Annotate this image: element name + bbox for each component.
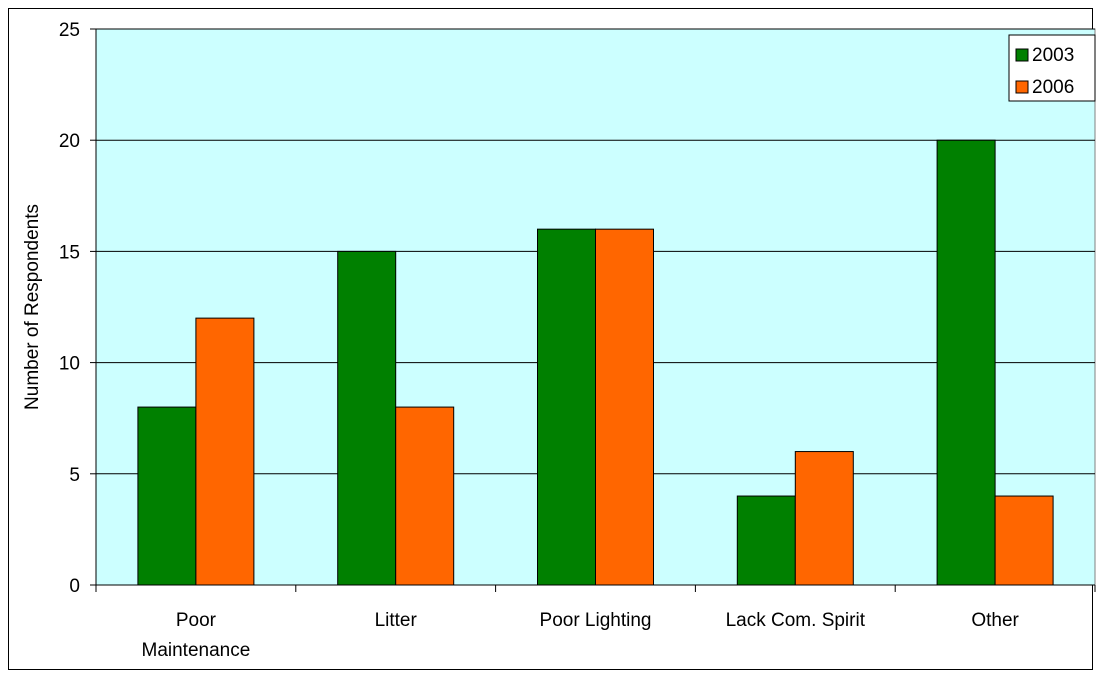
bar-2006-0 — [195, 317, 255, 586]
x-tick-label: Litter — [375, 610, 418, 631]
axes — [90, 28, 1096, 592]
bar-2006-1 — [395, 406, 455, 586]
y-tick-label: 15 — [59, 242, 80, 263]
y-tick-label: 25 — [59, 20, 80, 41]
y-tick-labels: 0 5 10 15 20 25 — [59, 20, 80, 597]
bars — [137, 139, 1054, 586]
y-tick-label: 0 — [69, 576, 80, 597]
legend-label-2006: 2006 — [1032, 77, 1074, 98]
bar-2006-3 — [794, 451, 854, 586]
legend-swatch-2006 — [1015, 80, 1029, 94]
x-tick-label: Lack Com. Spirit — [726, 610, 866, 631]
y-tick-label: 5 — [69, 465, 80, 486]
bar-2006-2 — [595, 228, 654, 586]
bar-2003-2 — [537, 228, 596, 586]
bar-2003-0 — [137, 406, 197, 586]
bar-2006-4 — [994, 495, 1054, 586]
legend-label-2003: 2003 — [1032, 45, 1074, 66]
bar-2003-4 — [936, 139, 996, 586]
legend: 2003 2006 — [1008, 34, 1096, 102]
bar-2003-3 — [736, 495, 796, 586]
x-tick-labels: Poor Maintenance Litter Poor Lighting Lack C… — [142, 610, 1020, 661]
x-tick-label: Other — [971, 610, 1019, 631]
bar-2003-1 — [337, 250, 397, 586]
legend-swatch-2003 — [1015, 48, 1029, 62]
y-axis-label: Number of Respondents — [22, 204, 43, 410]
y-tick-label: 10 — [59, 354, 80, 375]
y-tick-label: 20 — [59, 131, 80, 152]
x-tick-label: Poor Maintenance — [142, 610, 251, 661]
x-tick-label: Poor Lighting — [540, 610, 652, 631]
